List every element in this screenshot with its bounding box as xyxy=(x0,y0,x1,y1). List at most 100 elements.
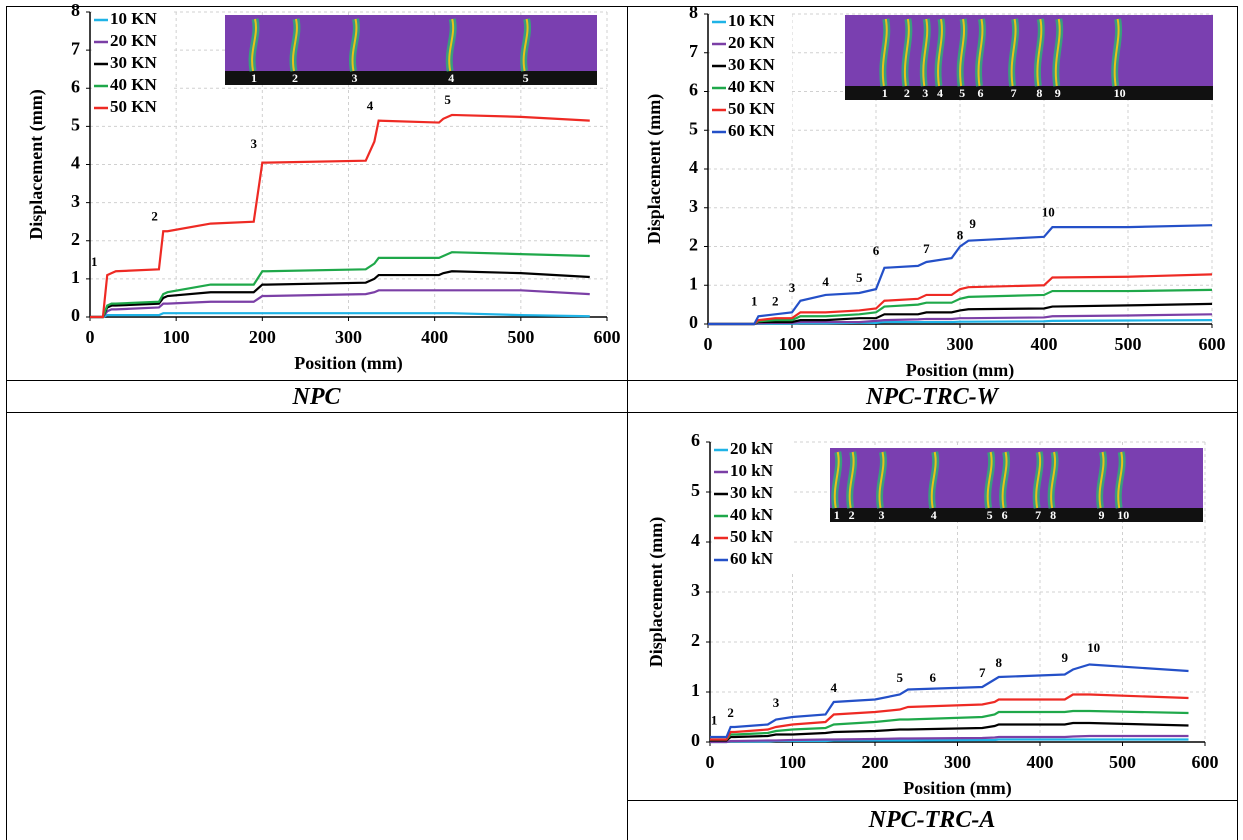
data-line xyxy=(710,721,1189,742)
legend-label: 30 KN xyxy=(728,55,775,74)
legend-bg xyxy=(92,75,174,97)
photo-label: 8 xyxy=(1036,86,1042,100)
legend-label: 60 kN xyxy=(730,549,774,568)
crack-core xyxy=(959,18,965,87)
photo-strip xyxy=(845,86,1213,100)
data-line xyxy=(708,302,1213,326)
legend-label: 50 KN xyxy=(110,97,157,116)
x-tick-label: 0 xyxy=(706,752,715,772)
data-line xyxy=(90,113,590,319)
data-line xyxy=(708,273,1213,326)
row-divider xyxy=(6,380,1238,381)
crack-core xyxy=(251,18,257,72)
photo-label: 10 xyxy=(1114,86,1126,100)
data-line xyxy=(710,663,1189,739)
data-line xyxy=(710,693,1189,741)
data-line xyxy=(710,734,1189,744)
photo-strip xyxy=(830,508,1203,522)
crack-core xyxy=(922,18,929,87)
data-line xyxy=(708,288,1213,326)
y-tick-label: 3 xyxy=(689,196,698,216)
x-tick-label: 300 xyxy=(335,327,362,347)
crack-core xyxy=(448,18,455,72)
legend-bg xyxy=(710,55,792,77)
legend-bg xyxy=(712,483,794,505)
photo-label: 4 xyxy=(937,86,943,100)
crack-core xyxy=(848,451,855,509)
y-tick-label: 7 xyxy=(71,38,80,58)
data-line xyxy=(90,251,590,319)
photo-label: 7 xyxy=(1011,86,1017,100)
photo-label: 3 xyxy=(351,71,357,85)
crack-core xyxy=(1113,18,1120,87)
caption: NPC xyxy=(292,384,341,410)
photo-label: 6 xyxy=(977,86,983,100)
row-divider xyxy=(627,800,1237,801)
crack-core xyxy=(1117,451,1124,509)
crack-core xyxy=(937,18,943,87)
x-tick-label: 300 xyxy=(944,752,971,772)
annotation: 9 xyxy=(969,216,976,231)
y-tick-label: 3 xyxy=(691,580,700,600)
y-axis-title: Displacement (mm) xyxy=(646,517,667,667)
row-divider xyxy=(6,412,1238,413)
annotation: 10 xyxy=(1042,204,1055,219)
annotation: 5 xyxy=(897,670,904,685)
photo-label: 5 xyxy=(987,508,993,522)
crack-core xyxy=(1050,451,1056,509)
y-tick-label: 4 xyxy=(691,530,700,550)
y-tick-label: 4 xyxy=(71,153,80,173)
photo-label: 3 xyxy=(922,86,928,100)
annotation: 2 xyxy=(727,705,734,720)
crack-core xyxy=(1001,451,1008,509)
photo-label: 10 xyxy=(1117,508,1129,522)
annotation: 3 xyxy=(773,695,780,710)
y-tick-label: 2 xyxy=(71,229,80,249)
legend-label: 60 KN xyxy=(728,121,775,140)
y-tick-label: 6 xyxy=(689,80,698,100)
legend-label: 10 kN xyxy=(730,461,774,480)
legend-label: 10 KN xyxy=(110,9,157,28)
annotation: 3 xyxy=(789,280,796,295)
photo-label: 7 xyxy=(1035,508,1041,522)
crack-core xyxy=(903,18,910,87)
x-tick-label: 0 xyxy=(704,334,713,354)
y-tick-label: 3 xyxy=(71,191,80,211)
photo-label: 1 xyxy=(834,508,840,522)
photo-label: 8 xyxy=(1050,508,1056,522)
annotation: 4 xyxy=(367,98,374,113)
legend-label: 30 KN xyxy=(110,53,157,72)
legend-label: 20 KN xyxy=(728,33,775,52)
legend-bg xyxy=(710,11,792,33)
annotation: 10 xyxy=(1087,640,1100,655)
table-frame xyxy=(6,6,1238,840)
data-line xyxy=(708,224,1213,326)
legend-label: 20 KN xyxy=(110,31,157,50)
y-tick-label: 1 xyxy=(691,680,700,700)
data-line xyxy=(90,312,590,319)
annotation: 7 xyxy=(923,241,930,256)
legend-bg xyxy=(712,439,794,461)
legend-label: 10 KN xyxy=(728,11,775,30)
caption: NPC-TRC-W xyxy=(866,384,998,410)
x-tick-label: 400 xyxy=(1031,334,1058,354)
photo-label: 1 xyxy=(251,71,257,85)
annotation: 1 xyxy=(91,254,98,269)
x-axis-title: Position (mm) xyxy=(903,778,1011,799)
crack-core xyxy=(522,18,529,72)
crack-core xyxy=(292,18,298,72)
photo-label: 5 xyxy=(523,71,529,85)
legend-label: 40 KN xyxy=(728,77,775,96)
legend-label: 40 kN xyxy=(730,505,774,524)
crack-core xyxy=(881,18,888,87)
annotation: 9 xyxy=(1062,650,1069,665)
x-tick-label: 500 xyxy=(1115,334,1142,354)
legend-bg xyxy=(712,461,794,483)
annotation: 2 xyxy=(151,208,158,223)
crack-core xyxy=(1054,18,1061,87)
x-tick-label: 100 xyxy=(163,327,190,347)
photo-label: 4 xyxy=(931,508,937,522)
y-tick-label: 0 xyxy=(691,730,700,750)
x-tick-label: 200 xyxy=(863,334,890,354)
